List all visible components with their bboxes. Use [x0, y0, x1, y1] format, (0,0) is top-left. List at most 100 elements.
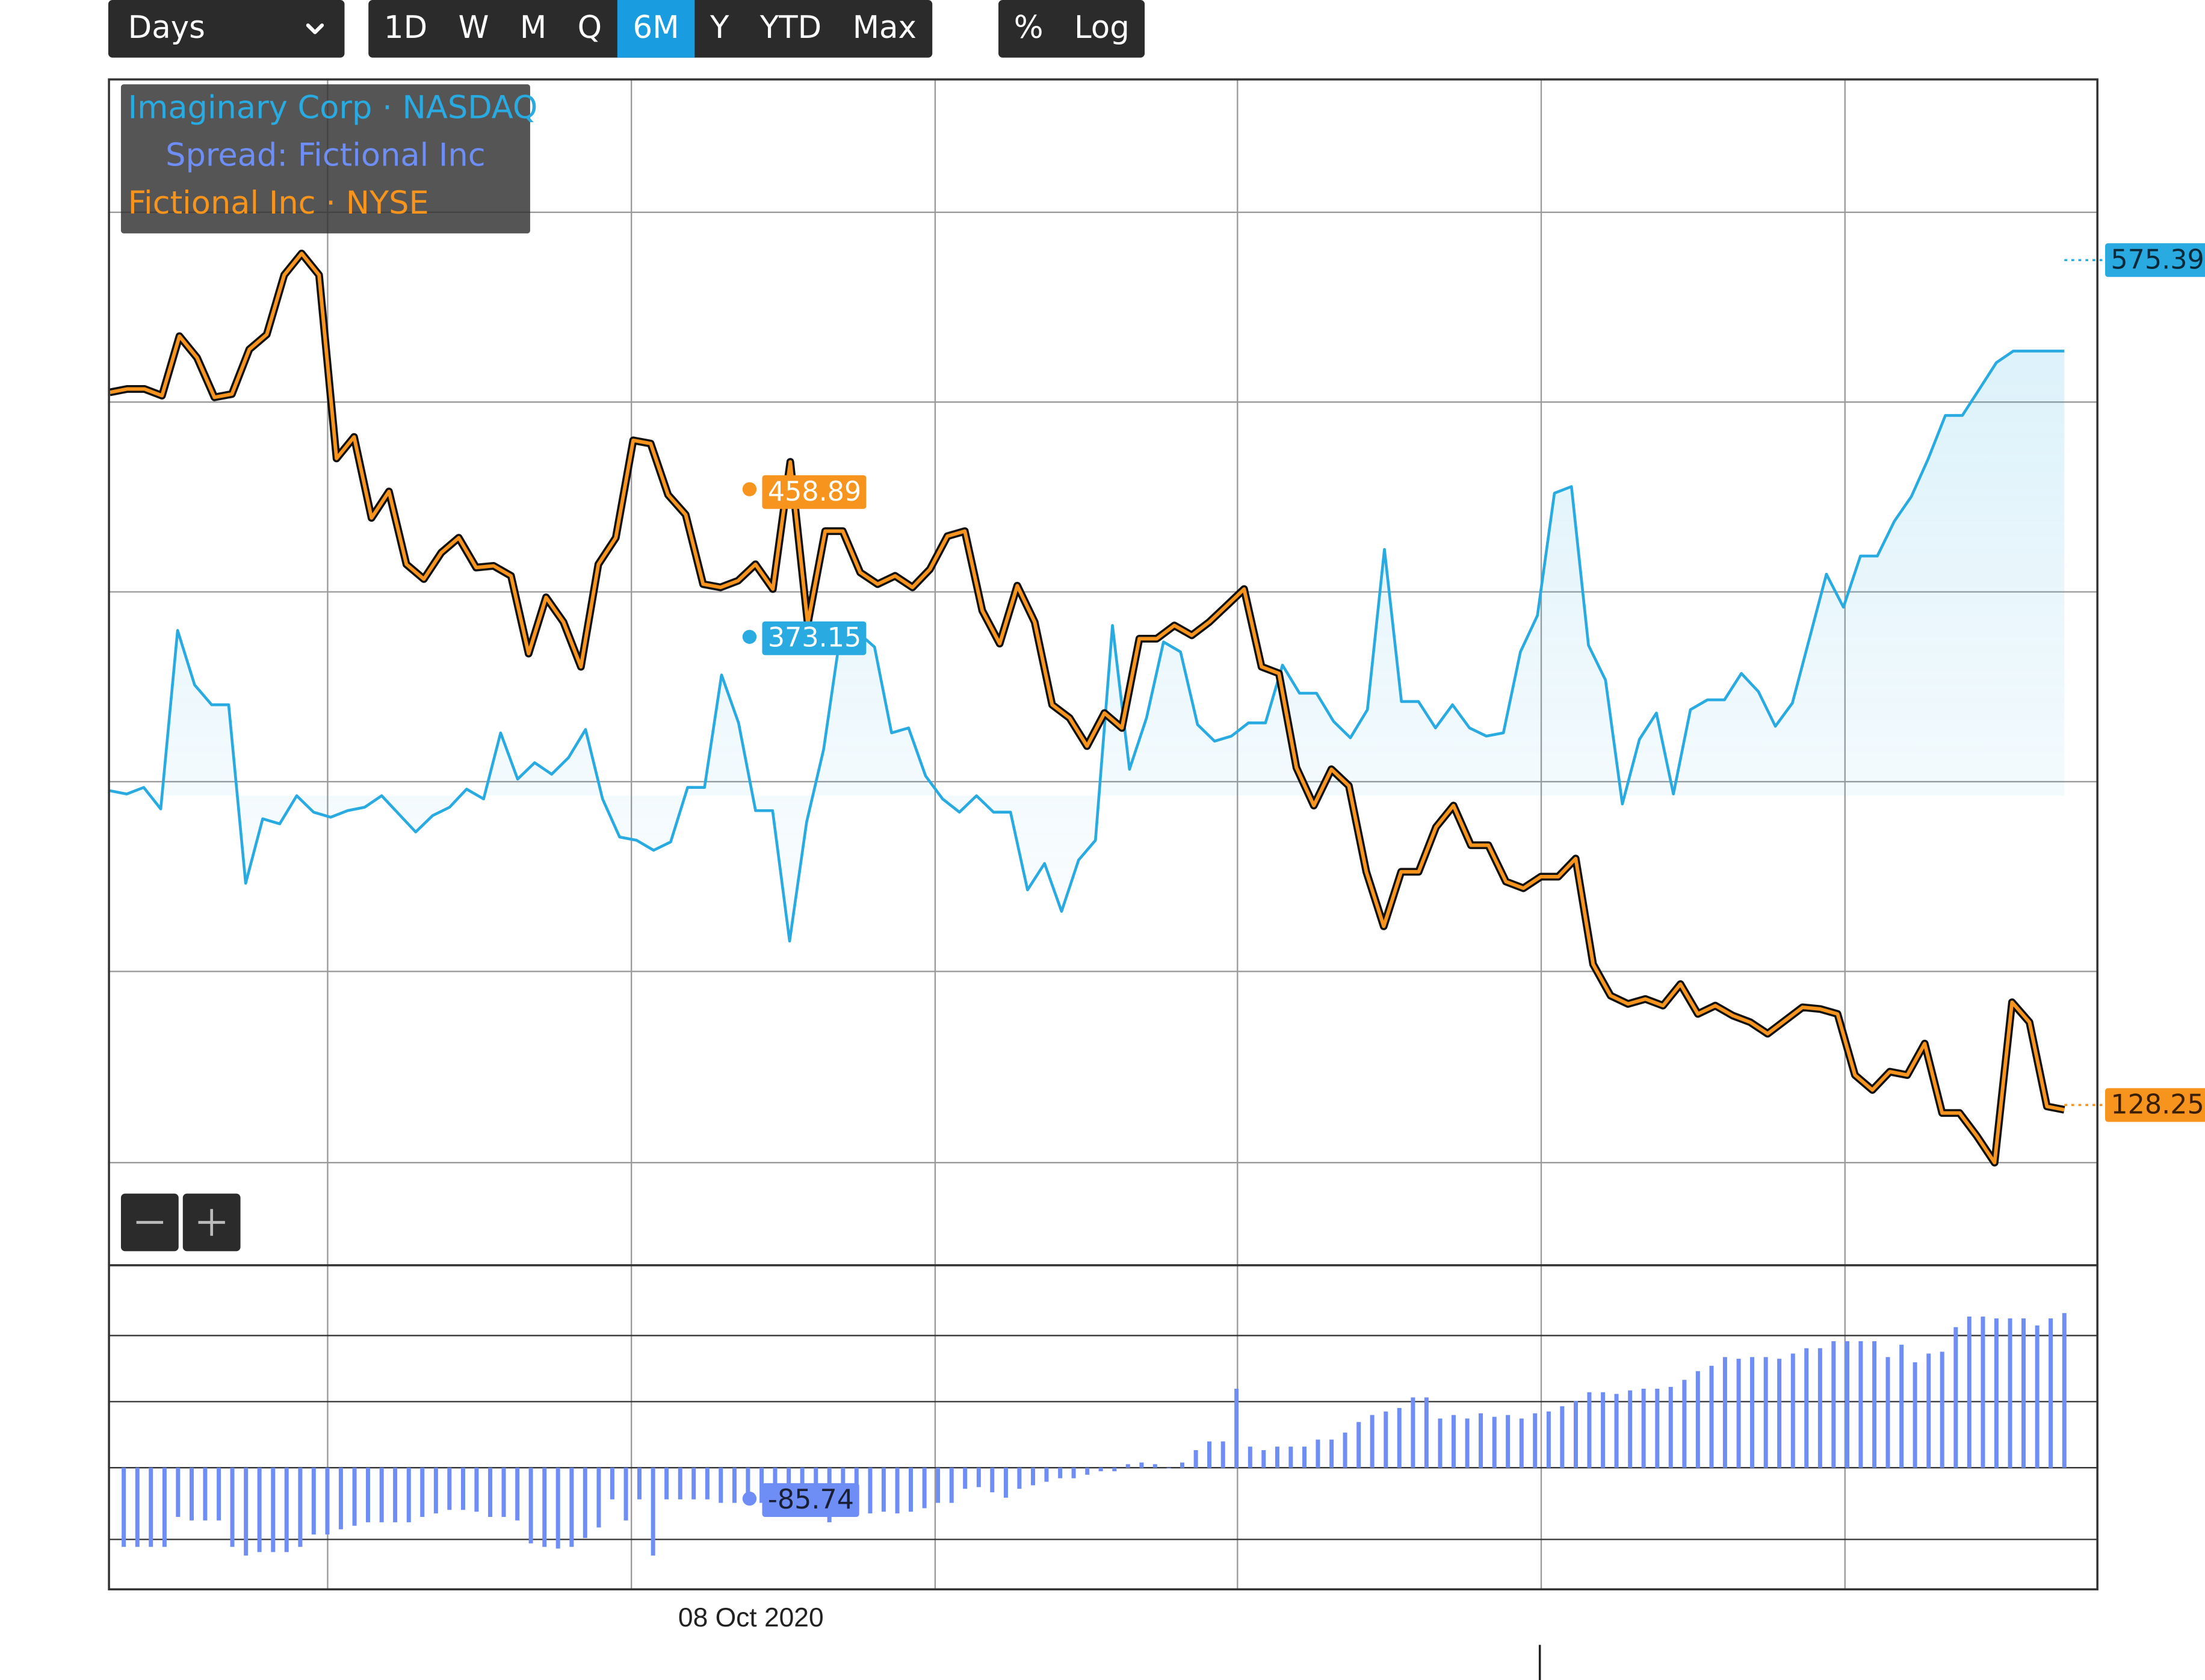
spread-bar [949, 1468, 954, 1503]
spread-bars [122, 1313, 2067, 1556]
range-q-button[interactable]: Q [577, 11, 602, 47]
spread-bar [433, 1468, 438, 1514]
spread-bar [1858, 1341, 1863, 1468]
spread-bar [583, 1468, 587, 1539]
spread-bar [122, 1468, 126, 1547]
fictional-series-line [109, 252, 2065, 1165]
spread-bar [2062, 1313, 2067, 1468]
spread-bar [2021, 1318, 2026, 1468]
spread-bar [1098, 1468, 1103, 1472]
log-scale-button[interactable]: Log [1074, 11, 1130, 47]
spread-bar [1397, 1407, 1402, 1468]
spread-bar [1587, 1392, 1592, 1468]
spread-bar [1831, 1341, 1836, 1468]
range-w-button[interactable]: W [458, 11, 489, 47]
spread-bar [1953, 1327, 1958, 1468]
spread-bar [257, 1468, 262, 1552]
range-1d-button[interactable]: 1D [383, 11, 428, 47]
spread-bar [1031, 1468, 1036, 1486]
spread-bar [1763, 1357, 1768, 1468]
spread-bar [2008, 1318, 2012, 1468]
spread-bar [895, 1468, 900, 1514]
spread-bar [1329, 1439, 1334, 1468]
spread-bar [678, 1468, 682, 1499]
spread-bar [1275, 1447, 1279, 1468]
spread-bar [1967, 1317, 1972, 1468]
imaginary-area [110, 351, 2065, 941]
spread-bar [732, 1468, 737, 1503]
crosshair-markers [742, 259, 2106, 1506]
spread-bar [746, 1468, 750, 1503]
spread-bar [1533, 1413, 1538, 1468]
legend-fictional[interactable]: Fictional Inc · NYSE [128, 185, 429, 223]
spread-bar [1601, 1392, 1606, 1468]
spread-bar [1560, 1406, 1565, 1468]
spread-bar [1940, 1351, 1944, 1468]
spread-bar [1302, 1447, 1307, 1468]
spread-bar [1994, 1318, 1999, 1468]
spread-bar [2035, 1325, 2040, 1468]
spread-bar [542, 1468, 547, 1547]
grid-lines [110, 80, 2097, 1589]
spread-bar [1709, 1365, 1714, 1468]
spread-bar [1736, 1359, 1741, 1468]
imaginary-crosshair-tag: 373.15 [762, 621, 867, 655]
zoom-in-button[interactable] [182, 1193, 241, 1252]
spread-bar [1695, 1371, 1700, 1468]
spread-bar [1207, 1441, 1212, 1468]
spread-bar [664, 1468, 669, 1499]
spread-bar [569, 1468, 574, 1547]
spread-bar [773, 1468, 778, 1495]
chevron-down-icon [306, 22, 324, 34]
spread-bar [1234, 1388, 1239, 1468]
spread-bar [936, 1468, 941, 1503]
spread-bar [1574, 1401, 1579, 1468]
spread-bar [1125, 1464, 1130, 1468]
spread-bar [1112, 1468, 1117, 1472]
range-max-button[interactable]: Max [852, 11, 917, 47]
spread-bar [1641, 1388, 1646, 1468]
spread-bar [1058, 1468, 1063, 1478]
range-button-group: 1D W M Q 6M Y YTD Max [368, 0, 932, 58]
legend-imaginary[interactable]: Imaginary Corp · NASDAQ [128, 90, 538, 127]
spread-bar [515, 1468, 520, 1521]
fictional-series-outline [109, 249, 2065, 1167]
spread-bar [1628, 1390, 1633, 1468]
spread-bar [623, 1468, 628, 1521]
spread-crosshair-tag: -85.74 [762, 1483, 860, 1517]
spread-bar [203, 1468, 208, 1521]
spread-bar [719, 1468, 723, 1503]
range-6m-button[interactable]: 6M [617, 0, 695, 58]
zoom-out-button[interactable] [120, 1193, 179, 1252]
spread-bar [393, 1468, 398, 1522]
series-legend: Imaginary Corp · NASDAQ Spread: Fictiona… [120, 84, 537, 233]
range-y-button[interactable]: Y [710, 11, 729, 47]
plus-icon [198, 1209, 225, 1236]
minus-icon [136, 1221, 164, 1224]
spread-bar [908, 1468, 913, 1512]
percent-scale-button[interactable]: % [1013, 11, 1044, 47]
spread-bar [1071, 1468, 1076, 1478]
spread-bar [705, 1468, 710, 1499]
spread-bar [596, 1468, 601, 1528]
period-select-value: Days [128, 11, 205, 47]
spread-bar [1817, 1348, 1822, 1468]
spread-bar [800, 1468, 805, 1498]
spread-bar [1479, 1413, 1483, 1468]
spread-bar [420, 1468, 425, 1517]
spread-bar [555, 1468, 560, 1549]
range-ytd-button[interactable]: YTD [759, 11, 822, 47]
spread-bar [1180, 1462, 1184, 1468]
spread-bar [1804, 1348, 1809, 1468]
legend-spread[interactable]: Spread: Fictional Inc [165, 137, 486, 174]
spread-bar [217, 1468, 221, 1521]
spread-bar [1668, 1386, 1673, 1468]
spread-bar [135, 1468, 140, 1547]
range-m-button[interactable]: M [519, 11, 547, 47]
fictional-line [109, 249, 2065, 1167]
spread-bar [244, 1468, 249, 1556]
spread-bar [1139, 1462, 1144, 1468]
period-select[interactable]: Days [108, 0, 345, 58]
spread-bar [488, 1468, 493, 1517]
